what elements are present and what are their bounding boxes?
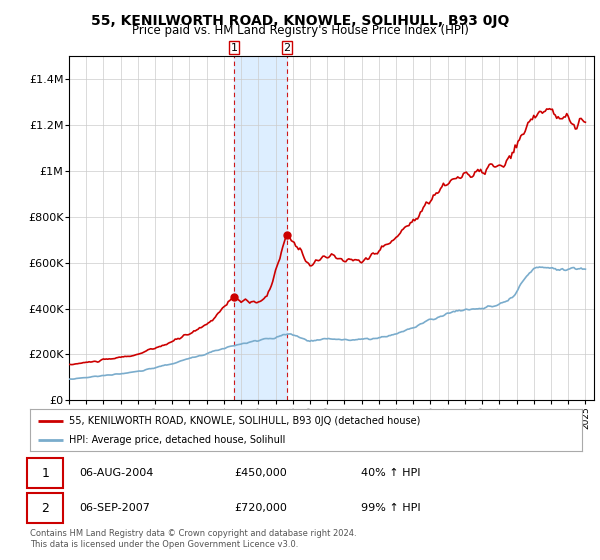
Text: 40% ↑ HPI: 40% ↑ HPI	[361, 468, 421, 478]
FancyBboxPatch shape	[27, 493, 63, 523]
Text: Price paid vs. HM Land Registry's House Price Index (HPI): Price paid vs. HM Land Registry's House …	[131, 24, 469, 37]
Text: HPI: Average price, detached house, Solihull: HPI: Average price, detached house, Soli…	[68, 435, 285, 445]
Text: 2: 2	[41, 502, 49, 515]
Text: £720,000: £720,000	[234, 503, 287, 513]
Text: 55, KENILWORTH ROAD, KNOWLE, SOLIHULL, B93 0JQ (detached house): 55, KENILWORTH ROAD, KNOWLE, SOLIHULL, B…	[68, 416, 420, 426]
Text: 55, KENILWORTH ROAD, KNOWLE, SOLIHULL, B93 0JQ: 55, KENILWORTH ROAD, KNOWLE, SOLIHULL, B…	[91, 14, 509, 28]
Text: 1: 1	[230, 43, 238, 53]
Text: 2: 2	[284, 43, 290, 53]
Text: £450,000: £450,000	[234, 468, 287, 478]
Text: 1: 1	[41, 466, 49, 480]
Bar	[234, 56, 287, 400]
Text: 06-AUG-2004: 06-AUG-2004	[80, 468, 154, 478]
Text: 06-SEP-2007: 06-SEP-2007	[80, 503, 151, 513]
Text: Contains HM Land Registry data © Crown copyright and database right 2024.
This d: Contains HM Land Registry data © Crown c…	[30, 529, 356, 549]
Text: 99% ↑ HPI: 99% ↑ HPI	[361, 503, 421, 513]
FancyBboxPatch shape	[27, 458, 63, 488]
